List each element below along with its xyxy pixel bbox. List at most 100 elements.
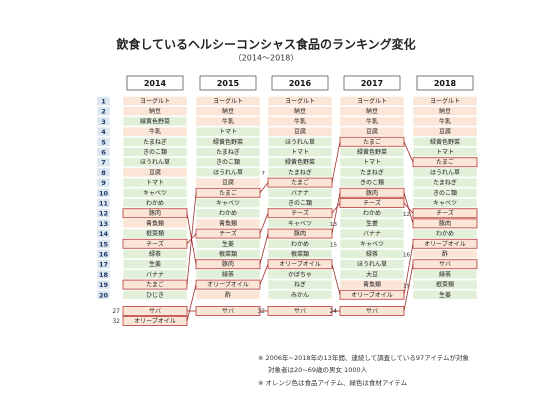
item-label: たまご xyxy=(219,189,237,197)
rank-cell xyxy=(96,106,111,116)
rank-number: 2 xyxy=(101,108,106,116)
item-label: 牛乳 xyxy=(366,117,378,125)
item-label: みかん xyxy=(291,292,309,299)
item-cell xyxy=(339,116,405,127)
item-label: 生姜 xyxy=(439,291,451,299)
item-label: たまねぎ xyxy=(288,168,312,176)
item-cell xyxy=(122,157,188,167)
item-label: たまねぎ xyxy=(143,138,167,146)
item-cell xyxy=(195,198,261,208)
item-cell xyxy=(122,106,188,116)
item-label: 生姜 xyxy=(366,219,378,227)
rank-number: 12 xyxy=(99,210,108,218)
item-label: たまご xyxy=(146,281,164,289)
year-label: 2014 xyxy=(144,79,167,88)
item-cell xyxy=(122,126,188,137)
item-label: サバ xyxy=(294,308,306,315)
item-cell xyxy=(195,167,261,178)
item-cell xyxy=(122,116,188,127)
item-label: ほうれん草 xyxy=(430,168,460,176)
item-cell xyxy=(122,96,188,106)
item-cell xyxy=(339,106,405,116)
item-label: キャベツ xyxy=(360,241,384,248)
item-label: 緑茶 xyxy=(222,270,234,278)
item-cell xyxy=(195,157,261,167)
rank-number: 5 xyxy=(101,138,106,146)
year-label: 2018 xyxy=(434,79,457,88)
item-label: きのこ類 xyxy=(288,199,312,207)
rank-cell xyxy=(96,157,111,167)
item-label: わかめ xyxy=(219,210,237,217)
rank-cell xyxy=(96,290,111,300)
item-cell xyxy=(339,147,405,157)
item-cell xyxy=(339,279,405,290)
item-label: 納豆 xyxy=(366,107,378,115)
connector xyxy=(331,264,341,295)
item-label: わかめ xyxy=(436,231,454,238)
item-label: 牛乳 xyxy=(222,117,234,125)
item-cell xyxy=(412,96,478,106)
item-label: ほうれん草 xyxy=(213,168,243,176)
year-header xyxy=(271,75,329,91)
item-cell xyxy=(267,269,333,280)
item-label: 緑黄色野菜 xyxy=(213,138,243,146)
item-cell xyxy=(267,188,333,198)
item-label: チーズ xyxy=(436,209,454,217)
item-label: 緑黄色野菜 xyxy=(140,117,170,125)
rank-cell xyxy=(96,126,111,137)
item-label: 豚肉 xyxy=(294,230,306,238)
item-cell xyxy=(122,249,188,259)
item-cell xyxy=(195,177,261,188)
item-label: 豚肉 xyxy=(366,189,378,197)
item-label: 根菜類 xyxy=(219,250,237,258)
item-label: ほうれん草 xyxy=(285,138,315,146)
year-label: 2016 xyxy=(289,79,312,88)
extra-rank: 32 xyxy=(112,318,120,325)
side-note: 16 xyxy=(403,253,410,259)
item-label: バナナ xyxy=(146,271,164,278)
item-label: キャベツ xyxy=(433,200,457,207)
item-label: バナナ xyxy=(363,231,381,238)
item-cell xyxy=(412,198,478,208)
year-header xyxy=(343,75,401,91)
year-label: 2017 xyxy=(361,79,383,88)
item-cell xyxy=(267,249,333,259)
item-label: 緑茶 xyxy=(366,250,378,258)
subtitle: （2014～2018） xyxy=(234,54,299,63)
item-cell xyxy=(267,198,333,208)
item-cell xyxy=(412,126,478,137)
item-label: わかめ xyxy=(363,210,381,217)
item-cell xyxy=(412,167,478,178)
item-cell xyxy=(122,269,188,280)
rank-number: 4 xyxy=(101,128,106,136)
item-cell xyxy=(339,126,405,137)
item-cell xyxy=(195,290,261,300)
connector xyxy=(403,202,414,214)
item-label: 豚肉 xyxy=(222,260,234,268)
rank-cell xyxy=(96,269,111,280)
rank-cell xyxy=(96,188,111,198)
item-cell xyxy=(122,177,188,188)
item-cell xyxy=(195,147,261,157)
item-label: かぼちゃ xyxy=(288,271,312,278)
item-cell xyxy=(339,177,405,188)
item-label: サバ xyxy=(366,308,378,315)
item-label: 酢 xyxy=(225,291,231,299)
item-cell xyxy=(267,239,333,249)
item-label: 豆腐 xyxy=(366,128,378,136)
item-label: 豆腐 xyxy=(439,128,451,136)
rank-number: 11 xyxy=(99,200,109,208)
item-label: トマト xyxy=(219,129,237,136)
item-cell xyxy=(339,157,405,167)
item-cell xyxy=(267,147,333,157)
item-label: ヨーグルト xyxy=(213,97,243,105)
side-note: 19 xyxy=(403,283,410,289)
item-label: たまご xyxy=(436,158,454,166)
rank-cell xyxy=(96,218,111,229)
item-label: ほうれん草 xyxy=(140,158,170,166)
item-label: オリーブオイル xyxy=(279,260,321,268)
item-label: 納豆 xyxy=(439,107,451,115)
item-cell xyxy=(412,269,478,280)
year-header xyxy=(126,75,184,91)
item-cell xyxy=(412,177,478,188)
